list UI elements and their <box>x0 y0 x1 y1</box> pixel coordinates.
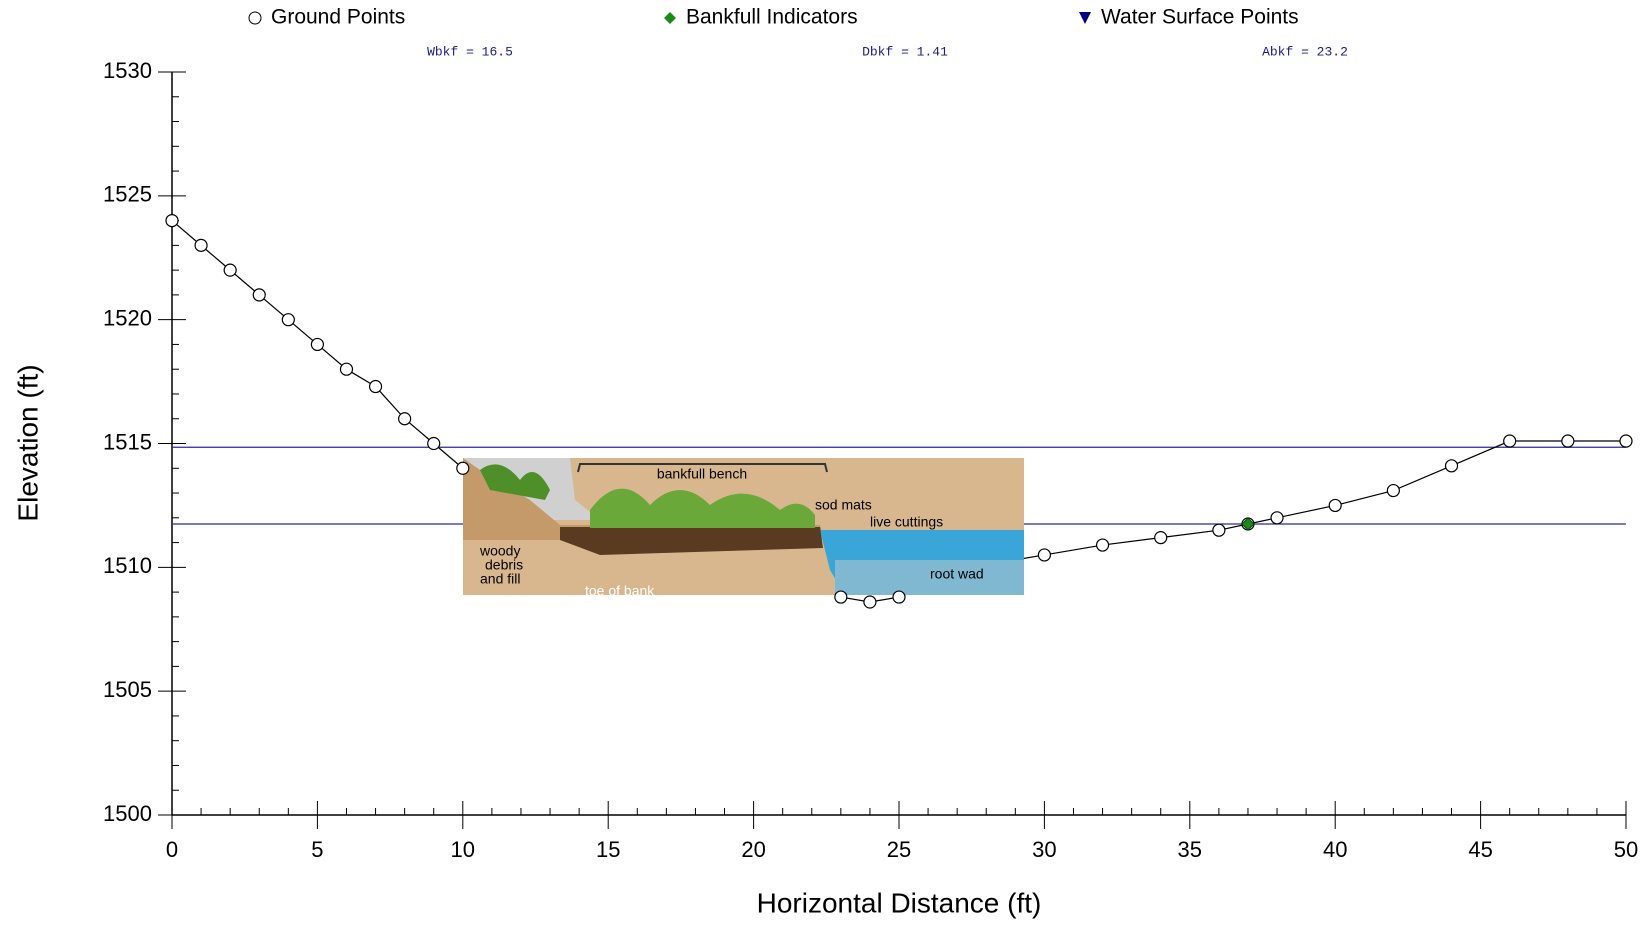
inset-label: sod mats <box>815 497 872 513</box>
ground-point <box>1504 435 1516 447</box>
ground-point <box>370 381 382 393</box>
ground-point <box>253 289 265 301</box>
x-tick-label: 45 <box>1468 837 1492 862</box>
ground-point <box>428 438 440 450</box>
annotation: Dbkf = 1.41 <box>862 44 948 59</box>
ground-point <box>1038 549 1050 561</box>
inset-label: toe of bank <box>585 583 655 599</box>
y-tick-label: 1530 <box>103 58 152 83</box>
y-tick-label: 1520 <box>103 305 152 330</box>
annotation: Abkf = 23.2 <box>1262 44 1348 59</box>
legend-marker <box>664 12 676 24</box>
inset-label: bankfull bench <box>657 466 747 482</box>
inset-image: bankfull bench sod mats live cuttings wo… <box>463 458 1024 599</box>
ground-point <box>835 591 847 603</box>
x-tick-label: 0 <box>166 837 178 862</box>
ground-point <box>1446 460 1458 472</box>
ground-point <box>311 338 323 350</box>
ground-point <box>166 215 178 227</box>
x-tick-label: 40 <box>1323 837 1347 862</box>
ground-point <box>282 314 294 326</box>
ground-point <box>399 413 411 425</box>
x-axis-label: Horizontal Distance (ft) <box>757 887 1042 918</box>
ground-point <box>1271 512 1283 524</box>
ground-point <box>1562 435 1574 447</box>
ground-point <box>224 264 236 276</box>
ground-point <box>864 596 876 608</box>
inset-label: live cuttings <box>870 514 943 530</box>
ground-point <box>1097 539 1109 551</box>
ground-point <box>1620 435 1632 447</box>
legend-marker <box>1079 12 1091 24</box>
ground-point <box>457 462 469 474</box>
legend-marker <box>249 12 261 24</box>
x-tick-label: 35 <box>1178 837 1202 862</box>
annotation: Wbkf = 16.5 <box>427 44 513 59</box>
ground-point <box>1155 532 1167 544</box>
ground-point <box>195 239 207 251</box>
legend-label: Ground Points <box>271 6 405 29</box>
x-tick-label: 25 <box>887 837 911 862</box>
x-tick-label: 10 <box>451 837 475 862</box>
x-tick-label: 5 <box>311 837 323 862</box>
legend-label: Water Surface Points <box>1101 6 1299 29</box>
legend-label: Bankfull Indicators <box>686 6 858 29</box>
x-tick-label: 30 <box>1032 837 1056 862</box>
ground-point <box>1329 499 1341 511</box>
y-tick-label: 1500 <box>103 801 152 826</box>
ground-point <box>1213 524 1225 536</box>
ground-point <box>1387 485 1399 497</box>
y-axis-label: Elevation (ft) <box>12 364 43 521</box>
y-tick-label: 1510 <box>103 553 152 578</box>
inset-label: root wad <box>930 566 984 582</box>
ground-point <box>893 591 905 603</box>
y-tick-label: 1525 <box>103 182 152 207</box>
x-tick-label: 15 <box>596 837 620 862</box>
chart: Horizontal Distance (ft) Elevation (ft) … <box>0 0 1648 930</box>
inset-label: and fill <box>480 571 520 587</box>
x-tick-label: 20 <box>741 837 765 862</box>
y-tick-label: 1505 <box>103 677 152 702</box>
ground-point <box>340 363 352 375</box>
y-tick-label: 1515 <box>103 429 152 454</box>
x-tick-label: 50 <box>1614 837 1638 862</box>
